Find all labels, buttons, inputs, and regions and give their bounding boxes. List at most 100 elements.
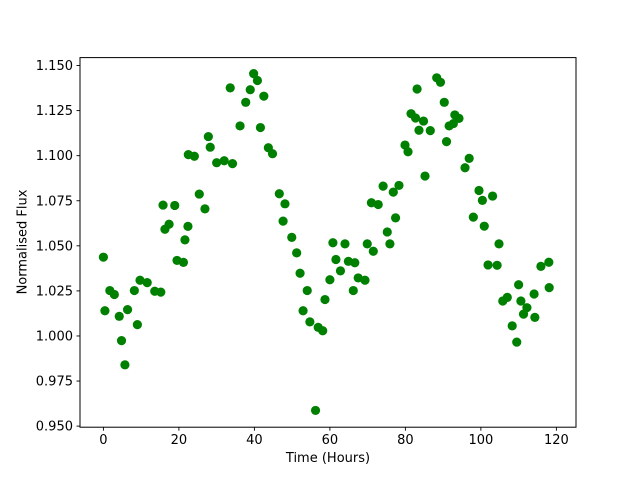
data-point bbox=[350, 258, 360, 268]
data-point bbox=[280, 199, 290, 209]
data-point bbox=[414, 125, 424, 135]
data-point bbox=[441, 137, 452, 147]
x-tick-label: 60 bbox=[322, 433, 339, 448]
x-tick-label: 100 bbox=[468, 433, 493, 448]
x-axis-title: Time (Hours) bbox=[285, 451, 371, 466]
data-point bbox=[183, 221, 193, 231]
y-tick-label: 1.150 bbox=[36, 59, 73, 74]
data-point bbox=[249, 69, 259, 79]
y-tick-label: 1.100 bbox=[36, 149, 73, 164]
data-point bbox=[164, 219, 174, 229]
data-point bbox=[100, 306, 110, 316]
x-tick-label: 0 bbox=[99, 433, 107, 448]
data-point bbox=[203, 131, 213, 142]
data-point bbox=[530, 312, 540, 323]
data-point bbox=[225, 83, 235, 93]
data-point bbox=[200, 204, 210, 214]
data-point bbox=[464, 153, 474, 163]
data-point bbox=[418, 116, 429, 126]
x-tick-label: 20 bbox=[171, 433, 188, 448]
data-point bbox=[109, 289, 119, 300]
data-point bbox=[460, 163, 470, 173]
data-point bbox=[335, 266, 346, 276]
data-point bbox=[194, 189, 204, 199]
data-point bbox=[502, 292, 512, 302]
data-point bbox=[388, 187, 398, 197]
data-point bbox=[325, 275, 335, 285]
data-point bbox=[255, 122, 266, 133]
data-point bbox=[348, 285, 358, 296]
data-point bbox=[295, 268, 305, 278]
data-point bbox=[390, 213, 401, 223]
data-point bbox=[340, 239, 350, 249]
data-point bbox=[536, 261, 546, 271]
data-point bbox=[135, 275, 145, 285]
data-point bbox=[514, 280, 524, 290]
data-point bbox=[412, 84, 422, 94]
data-point bbox=[205, 142, 215, 152]
data-point bbox=[360, 275, 370, 285]
data-point bbox=[507, 321, 517, 331]
data-point bbox=[544, 283, 554, 293]
data-point bbox=[156, 287, 166, 297]
data-point bbox=[129, 285, 139, 296]
data-point bbox=[267, 149, 278, 159]
data-point bbox=[468, 212, 478, 222]
data-point bbox=[454, 113, 464, 123]
y-axis-title: Normalised Flux bbox=[15, 189, 31, 295]
y-tick-label: 1.075 bbox=[36, 194, 73, 209]
x-tick-label: 120 bbox=[544, 433, 569, 448]
data-point bbox=[259, 91, 269, 101]
data-point bbox=[252, 75, 263, 86]
data-point bbox=[114, 311, 124, 321]
data-point bbox=[178, 257, 189, 268]
data-point bbox=[292, 248, 302, 258]
data-point bbox=[318, 326, 328, 336]
data-point bbox=[403, 147, 413, 157]
data-point bbox=[98, 252, 109, 262]
data-point bbox=[410, 113, 421, 123]
data-point bbox=[305, 317, 315, 327]
data-point bbox=[394, 180, 404, 191]
data-point bbox=[474, 185, 484, 196]
y-tick-label: 0.975 bbox=[36, 375, 73, 390]
data-point bbox=[382, 227, 392, 237]
data-point bbox=[373, 199, 383, 210]
data-point bbox=[477, 195, 487, 205]
data-point bbox=[158, 200, 168, 210]
y-tick-label: 1.000 bbox=[36, 329, 73, 344]
data-point bbox=[278, 216, 288, 226]
data-point bbox=[529, 289, 539, 299]
data-point bbox=[180, 235, 190, 245]
x-tick-label: 80 bbox=[397, 433, 414, 448]
data-point bbox=[310, 405, 321, 416]
data-point bbox=[420, 171, 430, 181]
data-point bbox=[170, 200, 180, 211]
data-point bbox=[142, 278, 152, 288]
data-point bbox=[483, 260, 493, 270]
data-point bbox=[298, 306, 308, 316]
data-point bbox=[320, 294, 330, 305]
data-point bbox=[331, 254, 341, 265]
data-point bbox=[368, 246, 378, 256]
data-point bbox=[435, 77, 446, 87]
data-point bbox=[274, 189, 284, 199]
data-point bbox=[132, 320, 142, 330]
data-point bbox=[439, 97, 449, 107]
data-point bbox=[302, 285, 312, 296]
y-tick-label: 0.950 bbox=[36, 420, 73, 435]
data-point bbox=[544, 257, 554, 267]
data-point bbox=[522, 303, 532, 313]
data-point bbox=[116, 336, 127, 346]
data-point bbox=[189, 151, 199, 161]
data-point bbox=[492, 260, 502, 270]
data-point bbox=[241, 97, 251, 107]
data-point bbox=[362, 239, 372, 249]
data-point bbox=[378, 181, 388, 191]
data-point bbox=[212, 158, 222, 168]
data-point bbox=[219, 156, 229, 166]
data-point bbox=[245, 85, 255, 95]
data-point bbox=[122, 305, 133, 315]
